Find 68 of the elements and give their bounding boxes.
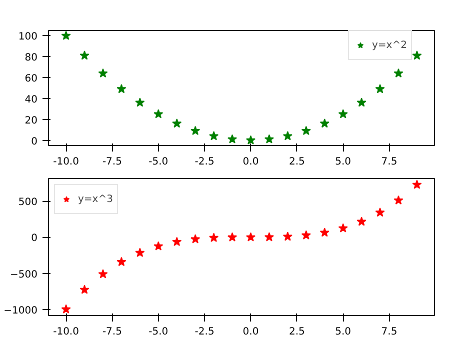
point xyxy=(190,234,200,244)
point xyxy=(116,84,126,94)
y-tick-label: 0 xyxy=(31,233,38,244)
point xyxy=(264,232,274,242)
point xyxy=(80,50,90,60)
point xyxy=(282,232,292,241)
point xyxy=(154,241,164,250)
y-tick-label: 0 xyxy=(31,136,38,148)
point xyxy=(338,109,348,118)
point xyxy=(412,50,422,60)
point xyxy=(209,232,219,242)
point xyxy=(227,134,238,144)
x-tick-label: 2.5 xyxy=(288,156,305,168)
point xyxy=(282,131,292,140)
point xyxy=(135,98,145,107)
point xyxy=(80,284,90,294)
point xyxy=(190,126,200,136)
point xyxy=(375,84,385,94)
y-tick-label: 20 xyxy=(24,115,38,126)
point xyxy=(264,134,274,144)
x-tick-label: -10.0 xyxy=(53,326,79,338)
point xyxy=(356,216,366,226)
x-tick-label: -5.0 xyxy=(148,326,168,338)
point xyxy=(246,232,256,242)
y-tick-label: 60 xyxy=(24,74,38,85)
point xyxy=(172,118,182,128)
point xyxy=(61,304,71,314)
point xyxy=(375,208,385,217)
point xyxy=(301,126,311,136)
point xyxy=(394,68,404,78)
point xyxy=(116,256,126,266)
y-tick-label: −1000 xyxy=(4,305,38,316)
x-tick-label: 0.0 xyxy=(242,326,259,338)
point xyxy=(61,30,71,40)
legend-label: y=x^2 xyxy=(372,40,407,50)
point xyxy=(227,232,238,242)
y-tick-label: 500 xyxy=(18,197,38,208)
y-tick-label: −500 xyxy=(10,269,38,280)
x-tick-label: -7.5 xyxy=(102,156,122,168)
x-tick-label: -2.5 xyxy=(194,156,214,168)
x-tick-label: 5.0 xyxy=(335,326,352,338)
point xyxy=(246,135,256,144)
point xyxy=(356,98,366,107)
point xyxy=(98,269,108,278)
point xyxy=(320,228,330,237)
x-tick-label: 5.0 xyxy=(335,156,352,168)
y-tick-label: 80 xyxy=(24,52,38,64)
x-tick-label: 7.5 xyxy=(381,156,398,168)
x-tick-label: -2.5 xyxy=(194,326,214,338)
x-tick-label: -7.5 xyxy=(102,326,122,338)
y-tick-label: 40 xyxy=(24,94,38,106)
x-tick-label: 7.5 xyxy=(381,326,398,338)
x-tick-label: 2.5 xyxy=(288,326,305,338)
legend-label: y=x^3 xyxy=(78,194,113,204)
x-tick-label: 0.0 xyxy=(242,156,259,168)
point xyxy=(412,180,422,189)
x-tick-label: -10.0 xyxy=(53,156,79,168)
point xyxy=(394,195,404,204)
point xyxy=(172,236,182,246)
point xyxy=(154,109,164,118)
point xyxy=(135,248,145,257)
x-tick-label: -5.0 xyxy=(148,156,168,168)
y-tick-label: 100 xyxy=(18,32,38,43)
point xyxy=(301,230,311,240)
point xyxy=(209,131,219,140)
point xyxy=(338,223,348,232)
point xyxy=(98,68,108,78)
point xyxy=(320,118,330,128)
